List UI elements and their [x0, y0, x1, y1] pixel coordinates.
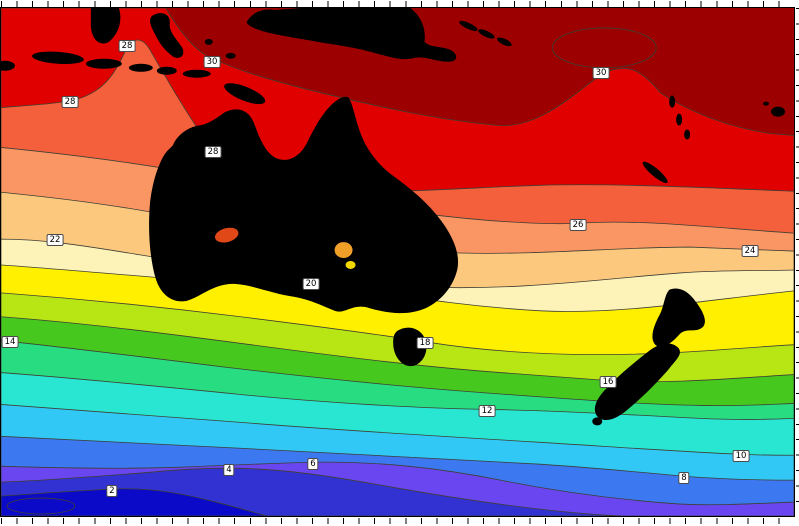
contour-label: 18	[416, 337, 434, 349]
contour-label: 28	[118, 40, 136, 52]
nz-north-island	[652, 288, 705, 347]
contour-label: 8	[678, 472, 690, 484]
contour-label: 30	[203, 56, 221, 68]
fiji-island	[771, 106, 786, 117]
contour-label: 28	[61, 96, 79, 108]
contour-label: 20	[302, 278, 320, 290]
west-edge-island	[1, 60, 15, 71]
inland-lake-eyre-spot	[334, 242, 353, 259]
new-guinea-landmass	[246, 8, 457, 62]
vanuatu-island-2	[676, 113, 683, 126]
solomon-island-1	[459, 20, 478, 31]
sst-field	[1, 8, 794, 516]
banda-islet-1	[204, 38, 213, 45]
stewart-island	[592, 417, 603, 426]
java-island	[32, 51, 84, 65]
inland-lake-small-spot	[345, 261, 356, 269]
contour-label: 6	[307, 458, 319, 470]
fiji-islet	[763, 101, 770, 106]
closed-contour-cold-loop	[6, 497, 76, 515]
contour-label: 10	[732, 450, 750, 462]
sunda-island-1	[85, 58, 122, 69]
australia-landmass	[149, 96, 459, 314]
inland-lake-west-spot	[214, 227, 239, 243]
contour-label: 14	[1, 336, 19, 348]
contour-label: 4	[223, 464, 235, 476]
contour-label: 24	[741, 245, 759, 257]
contour-label: 16	[599, 376, 617, 388]
contour-label: 26	[569, 219, 587, 231]
new-caledonia-island	[642, 161, 668, 184]
sunda-island-4	[182, 69, 211, 78]
bottom-axis-ticks	[1, 518, 794, 524]
borneo-landmass	[90, 8, 121, 44]
vanuatu-island-1	[669, 95, 676, 108]
solomon-island-3	[497, 37, 512, 47]
contour-label: 28	[204, 146, 222, 158]
vanuatu-island-3	[684, 129, 691, 140]
contour-label: 2	[106, 485, 118, 497]
nz-south-island	[594, 343, 680, 421]
contour-label: 22	[46, 234, 64, 246]
timor-island	[224, 83, 266, 105]
band-lt2	[1, 488, 267, 516]
plot-area: 28 30 30 28 28 26 22 24 20 18 14 16 12 1…	[0, 7, 795, 517]
sunda-island-2	[128, 63, 153, 72]
sunda-island-3	[156, 66, 177, 75]
contour-label: 30	[592, 67, 610, 79]
solomon-island-2	[478, 29, 495, 39]
contour-label: 12	[478, 405, 496, 417]
banda-islet-2	[225, 52, 236, 59]
sulawesi-landmass	[150, 13, 184, 58]
